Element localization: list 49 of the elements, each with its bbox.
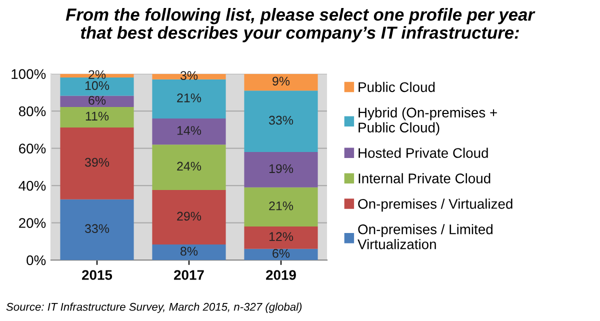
x-tick-label: 2017 xyxy=(174,270,204,280)
bar xyxy=(60,106,134,128)
data-label: 24% xyxy=(177,162,202,171)
bar xyxy=(60,78,134,96)
data-label: 8% xyxy=(180,246,198,256)
data-label: 6% xyxy=(272,248,290,258)
y-tick-label: 0% xyxy=(26,255,46,266)
data-label: 11% xyxy=(86,112,109,121)
data-label: 33% xyxy=(268,116,294,125)
bar xyxy=(152,79,226,119)
data-label: 10% xyxy=(85,81,110,90)
bar xyxy=(244,226,318,249)
legend-label: Public Cloud xyxy=(358,82,435,92)
source-note: Source: IT Infrastructure Survey, March 2015, n-327 (global) xyxy=(6,302,302,313)
x-tick-label: 2015 xyxy=(82,270,112,280)
data-label: 9% xyxy=(272,76,290,86)
data-label: 21% xyxy=(269,201,294,210)
bar xyxy=(60,127,134,200)
data-label: 33% xyxy=(84,224,110,234)
bar xyxy=(244,248,318,260)
data-label: 12% xyxy=(269,232,294,241)
legend-label: Hybrid (On-premises + Public Cloud) xyxy=(358,107,497,136)
bar xyxy=(244,74,318,91)
y-tick-label: 80% xyxy=(18,106,46,116)
y-tick-label: 20% xyxy=(19,218,46,228)
bar xyxy=(152,144,226,190)
y-tick-label: 100% xyxy=(12,69,46,79)
data-label: 6% xyxy=(88,96,106,105)
x-tick-label: 2019 xyxy=(266,270,296,280)
chart-title: From the following list, please select one profile per year that best describes your company’s IT infrastructure: xyxy=(66,8,536,42)
data-label: 19% xyxy=(269,164,294,174)
legend-label: Hosted Private Cloud xyxy=(358,148,488,158)
y-tick-label: 40% xyxy=(18,180,46,191)
data-label: 14% xyxy=(177,126,202,135)
bar xyxy=(244,187,318,226)
bar xyxy=(60,199,134,260)
bar xyxy=(152,244,226,260)
bar xyxy=(152,118,226,145)
data-label: 29% xyxy=(177,212,202,221)
bar xyxy=(244,90,318,152)
bar xyxy=(244,152,318,188)
bar xyxy=(60,96,134,107)
data-label: 39% xyxy=(84,158,110,167)
legend-label: On-premises / Limited Virtualization xyxy=(358,224,492,250)
data-label: 21% xyxy=(177,93,202,102)
legend-label: On-premises / Virtualized xyxy=(358,198,512,212)
bar xyxy=(152,190,226,245)
y-tick-label: 60% xyxy=(19,144,46,154)
legend-label: Internal Private Cloud xyxy=(358,173,490,184)
